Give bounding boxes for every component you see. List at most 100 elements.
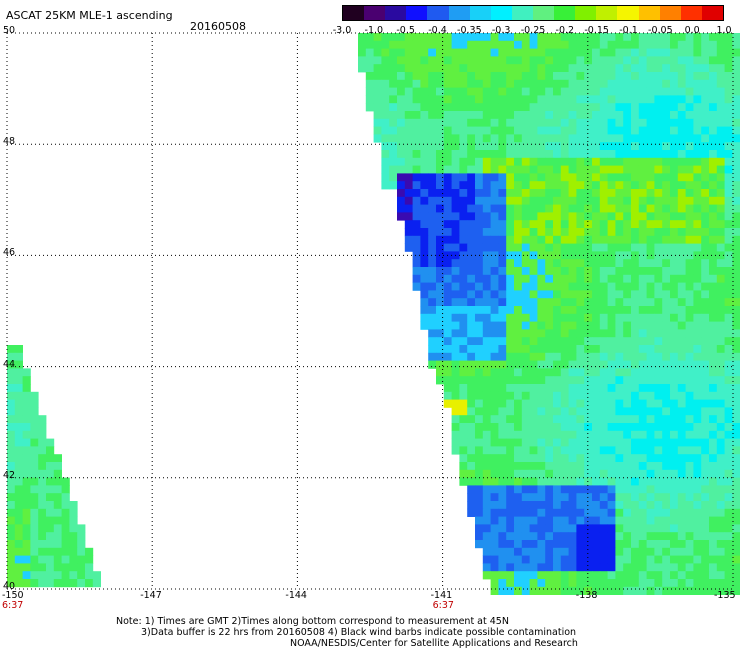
heatmap-cell xyxy=(693,181,702,190)
heatmap-cell xyxy=(646,118,655,127)
heatmap-cell xyxy=(701,430,710,439)
heatmap-cell xyxy=(607,111,616,120)
heatmap-cell xyxy=(716,118,725,127)
heatmap-cell xyxy=(443,173,452,182)
heatmap-cell xyxy=(623,228,632,237)
heatmap-cell xyxy=(724,524,733,533)
heatmap-cell xyxy=(568,243,577,252)
heatmap-cell xyxy=(521,555,530,564)
heatmap-cell xyxy=(732,157,740,166)
heatmap-cell xyxy=(553,415,562,424)
heatmap-cell xyxy=(693,493,702,502)
heatmap-cell xyxy=(521,72,530,81)
heatmap-cell xyxy=(560,181,569,190)
heatmap-cell xyxy=(701,103,710,112)
heatmap-cell xyxy=(732,118,740,127)
heatmap-cell xyxy=(475,87,484,96)
heatmap-cell xyxy=(701,586,710,595)
heatmap-cell xyxy=(61,532,70,541)
heatmap-cell xyxy=(412,150,421,159)
heatmap-cell xyxy=(490,157,499,166)
heatmap-cell xyxy=(576,508,585,517)
heatmap-cell xyxy=(389,79,398,88)
heatmap-cell xyxy=(560,345,569,354)
heatmap-cell xyxy=(443,376,452,385)
heatmap-cell xyxy=(662,516,671,525)
heatmap-cell xyxy=(631,469,640,478)
heatmap-cell xyxy=(14,485,23,494)
heatmap-cell xyxy=(30,485,39,494)
heatmap-cell xyxy=(381,72,390,81)
heatmap-cell xyxy=(498,142,507,151)
heatmap-cell xyxy=(514,423,523,432)
heatmap-cell xyxy=(677,586,686,595)
heatmap-cell xyxy=(685,282,694,291)
heatmap-cell xyxy=(732,555,740,564)
heatmap-cell xyxy=(537,313,546,322)
heatmap-cell xyxy=(30,501,39,510)
heatmap-cell xyxy=(560,259,569,268)
heatmap-cell xyxy=(607,212,616,221)
heatmap-cell xyxy=(490,196,499,205)
heatmap-cell xyxy=(482,228,491,237)
heatmap-cell xyxy=(553,540,562,549)
heatmap-cell xyxy=(662,150,671,159)
heatmap-cell xyxy=(592,345,601,354)
heatmap-cell xyxy=(553,329,562,338)
heatmap-cell xyxy=(545,423,554,432)
heatmap-cell xyxy=(677,212,686,221)
heatmap-cell xyxy=(670,64,679,73)
heatmap-cell xyxy=(701,72,710,81)
heatmap-cell xyxy=(592,298,601,307)
heatmap-cell xyxy=(646,87,655,96)
heatmap-cell xyxy=(607,220,616,229)
heatmap-cell xyxy=(724,423,733,432)
heatmap-cell xyxy=(537,228,546,237)
heatmap-cell xyxy=(545,181,554,190)
heatmap-cell xyxy=(576,485,585,494)
heatmap-cell xyxy=(732,95,740,104)
heatmap-cell xyxy=(537,368,546,377)
heatmap-cell xyxy=(623,337,632,346)
heatmap-cell xyxy=(654,313,663,322)
heatmap-cell xyxy=(623,274,632,283)
heatmap-cell xyxy=(475,134,484,143)
heatmap-cell xyxy=(716,376,725,385)
heatmap-cell xyxy=(397,72,406,81)
heatmap-cell xyxy=(560,532,569,541)
heatmap-cell xyxy=(592,360,601,369)
heatmap-cell xyxy=(685,157,694,166)
heatmap-cell xyxy=(724,329,733,338)
heatmap-cell xyxy=(482,352,491,361)
heatmap-cell xyxy=(365,87,374,96)
heatmap-cell xyxy=(615,430,624,439)
heatmap-cell xyxy=(638,376,647,385)
heatmap-cell xyxy=(373,87,382,96)
heatmap-cell xyxy=(623,196,632,205)
heatmap-cell xyxy=(623,306,632,315)
heatmap-cell xyxy=(654,40,663,49)
heatmap-cell xyxy=(670,181,679,190)
heatmap-cell xyxy=(529,298,538,307)
heatmap-cell xyxy=(545,220,554,229)
heatmap-cell xyxy=(677,165,686,174)
heatmap-cell xyxy=(92,571,101,580)
heatmap-cell xyxy=(451,306,460,315)
heatmap-cell xyxy=(592,547,601,556)
heatmap-cell xyxy=(490,352,499,361)
heatmap-cell xyxy=(459,212,468,221)
heatmap-cell xyxy=(599,290,608,299)
heatmap-cell xyxy=(537,212,546,221)
heatmap-cell xyxy=(451,267,460,276)
heatmap-cell xyxy=(451,430,460,439)
heatmap-cell xyxy=(724,157,733,166)
heatmap-cell xyxy=(568,532,577,541)
heatmap-cell xyxy=(61,547,70,556)
heatmap-cell xyxy=(607,87,616,96)
heatmap-cell xyxy=(724,189,733,198)
heatmap-cell xyxy=(521,508,530,517)
heatmap-cell xyxy=(584,282,593,291)
heatmap-cell xyxy=(490,477,499,486)
heatmap-cell xyxy=(514,540,523,549)
heatmap-cell xyxy=(490,329,499,338)
